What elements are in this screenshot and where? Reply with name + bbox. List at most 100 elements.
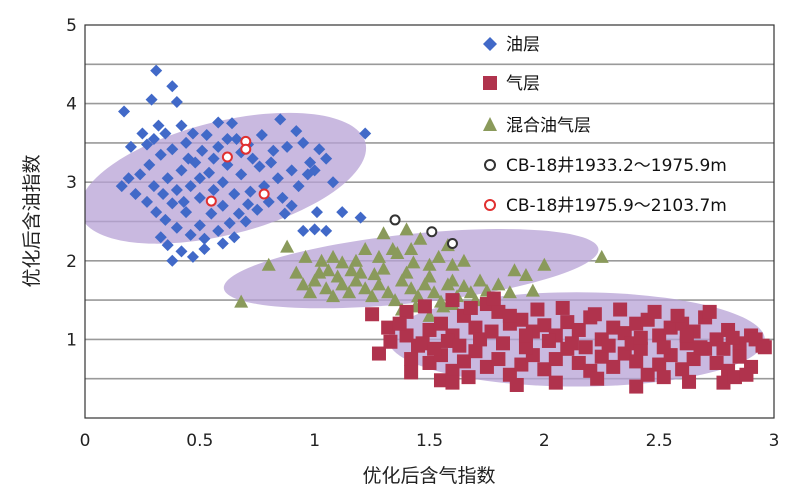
oil-point: [281, 140, 294, 153]
y-axis-title: 优化后含油指数: [21, 154, 43, 287]
oil-point: [147, 132, 160, 145]
gas-point: [560, 315, 575, 330]
gas-point: [656, 370, 671, 385]
mixed-point: [431, 249, 446, 263]
oil-point: [175, 245, 188, 258]
oil-point: [258, 180, 271, 193]
oil-point: [170, 96, 183, 109]
mixed-point: [399, 222, 414, 236]
gas-point: [727, 370, 742, 385]
oil-point: [297, 224, 310, 237]
gas-point: [594, 349, 609, 364]
oil-point: [134, 168, 147, 181]
oil-point: [157, 187, 170, 200]
gas-point: [548, 352, 563, 367]
oil-point: [145, 93, 158, 106]
x-tick-label: 0: [80, 431, 91, 451]
gas-point: [537, 362, 552, 377]
gas-point: [417, 299, 432, 314]
gas-point: [590, 371, 605, 386]
mixed-point: [413, 231, 428, 245]
gas-point: [629, 354, 644, 369]
oil-point: [267, 144, 280, 157]
gas-point: [383, 334, 398, 349]
gas-point: [392, 316, 407, 331]
gas-point: [468, 320, 483, 335]
mixed-point: [381, 285, 396, 299]
oil-point: [175, 119, 188, 132]
mixed-point: [371, 277, 386, 291]
gas-point: [647, 304, 662, 319]
oil-point: [253, 160, 266, 173]
oil-point: [180, 206, 193, 219]
well-point: [446, 238, 458, 250]
oil-point: [251, 203, 264, 216]
oil-point: [154, 148, 167, 161]
series-oil: [115, 64, 372, 267]
oil-point: [304, 156, 317, 169]
gas-point: [682, 374, 697, 389]
mixed-point: [349, 253, 364, 267]
gas-point: [456, 354, 471, 369]
oil-point: [276, 191, 289, 204]
oil-point: [184, 180, 197, 193]
oil-point: [216, 237, 229, 250]
legend-item-mixed: 混合油气层: [483, 116, 591, 136]
mixed-point: [422, 257, 437, 271]
gas-point: [725, 330, 740, 345]
legend-open-circle-icon: [484, 199, 496, 211]
oil-point: [327, 176, 340, 189]
oil-point: [223, 217, 236, 230]
oil-point: [336, 206, 349, 219]
mixed-point: [280, 239, 295, 253]
y-tick-label: 1: [66, 330, 77, 350]
oil-point: [308, 164, 321, 177]
mixed-point: [406, 255, 421, 269]
oil-point: [161, 239, 174, 252]
oil-point: [216, 199, 229, 212]
gas-point: [427, 341, 442, 356]
gas-point: [445, 363, 460, 378]
legend-label-well-b: CB-18井1975.9～2103.7m: [506, 196, 727, 216]
x-tick-label: 1.5: [416, 431, 443, 451]
gas-point: [452, 338, 467, 353]
mixed-point: [326, 249, 341, 263]
oil-point: [359, 127, 372, 140]
mixed-point: [321, 263, 336, 277]
mixed-point: [376, 261, 391, 275]
oil-point: [170, 221, 183, 234]
oil-point: [310, 206, 323, 219]
oil-point: [290, 125, 303, 138]
gas-point: [656, 340, 671, 355]
gas-point: [404, 365, 419, 380]
oil-point: [141, 195, 154, 208]
oil-point: [161, 172, 174, 185]
oil-point: [221, 158, 234, 171]
mixed-point: [404, 281, 419, 295]
oil-point: [136, 127, 149, 140]
gas-point: [652, 328, 667, 343]
oil-point: [285, 164, 298, 177]
gas-point: [686, 352, 701, 367]
series-mixed: [234, 222, 609, 322]
mixed-point: [330, 269, 345, 283]
gas-point: [702, 304, 717, 319]
mixed-point: [525, 283, 540, 297]
oil-point: [313, 143, 326, 156]
gas-point: [693, 340, 708, 355]
oil-point: [182, 152, 195, 165]
mixed-point: [365, 289, 380, 303]
mixed-point: [296, 277, 311, 291]
oil-point: [212, 224, 225, 237]
mixed-point: [394, 273, 409, 287]
gas-point: [606, 359, 621, 374]
mixed-point: [358, 281, 373, 295]
mixed-point: [399, 265, 414, 279]
gas-point: [415, 336, 430, 351]
gas-point: [629, 379, 644, 394]
oil-point: [200, 129, 213, 142]
oil-point: [308, 223, 321, 236]
gas-point: [495, 336, 510, 351]
oil-point: [177, 195, 190, 208]
oil-point: [122, 172, 135, 185]
